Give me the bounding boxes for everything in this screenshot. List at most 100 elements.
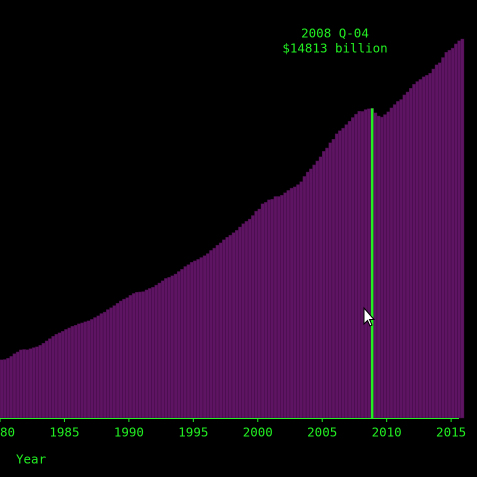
bar [283, 192, 287, 419]
bar [61, 331, 65, 419]
bar [228, 234, 233, 419]
bar [51, 336, 55, 419]
bar [35, 346, 39, 419]
bar [122, 298, 126, 419]
bar [57, 332, 62, 419]
bar [347, 121, 352, 419]
bar [44, 340, 49, 419]
bars [0, 38, 465, 419]
bar [399, 99, 403, 419]
bar [180, 268, 184, 419]
bar [431, 68, 436, 419]
bar [418, 79, 423, 419]
bar [209, 250, 213, 419]
bar [80, 322, 84, 419]
bar [334, 133, 339, 419]
bar [3, 359, 7, 419]
bar [164, 278, 168, 419]
bar [289, 187, 294, 419]
bar [157, 282, 162, 419]
bar [438, 62, 442, 419]
bar [396, 101, 400, 419]
bar [144, 289, 149, 419]
bar [309, 168, 313, 419]
bar [235, 230, 239, 419]
bar [22, 349, 26, 419]
bar [41, 342, 46, 419]
bar [93, 317, 97, 419]
bar [67, 327, 72, 419]
bar [434, 64, 439, 419]
bar [293, 186, 297, 419]
bar [193, 260, 197, 419]
bar [25, 349, 30, 419]
bar [206, 253, 210, 419]
x-tick-label: 1990 [114, 425, 144, 440]
bar [125, 297, 130, 419]
bar [373, 112, 378, 419]
bar [218, 242, 223, 419]
bar [189, 262, 194, 419]
bar [241, 223, 246, 419]
bar [415, 81, 420, 419]
bar [405, 91, 410, 419]
bar [119, 300, 123, 419]
x-tick-label: 80 [0, 425, 15, 440]
bar [70, 326, 75, 419]
bar [54, 333, 59, 419]
bar [338, 130, 342, 419]
bar [212, 247, 217, 419]
bar [170, 275, 175, 419]
bar [367, 108, 371, 419]
bar [286, 190, 291, 419]
bar [128, 295, 133, 419]
bar [64, 329, 68, 419]
bar [186, 264, 191, 419]
bar [83, 321, 88, 419]
bar [151, 286, 155, 419]
x-tick-label: 2005 [307, 425, 337, 440]
bar [447, 49, 452, 419]
bar [109, 307, 113, 419]
bar [19, 349, 23, 419]
bar [409, 87, 413, 419]
bar [264, 202, 268, 419]
bar [383, 114, 387, 419]
bar [341, 127, 345, 419]
bar [425, 75, 429, 419]
bar [6, 358, 10, 419]
bar [115, 303, 120, 419]
bar [90, 319, 94, 419]
bar [322, 151, 326, 419]
bar [202, 255, 207, 419]
bar [457, 40, 461, 419]
bar [73, 325, 78, 419]
bar [231, 232, 236, 419]
bar [312, 164, 316, 419]
bar [421, 76, 426, 419]
bar [77, 323, 81, 419]
bar [428, 72, 432, 419]
bar [257, 208, 262, 419]
bar [302, 176, 307, 419]
bar [450, 47, 455, 419]
bar [0, 359, 4, 419]
bar [270, 198, 275, 419]
bar [154, 284, 159, 419]
bar [135, 291, 139, 419]
bar [296, 184, 300, 419]
tooltip-label: 2008 Q-04 [301, 26, 369, 41]
bar [148, 288, 152, 419]
bar [199, 257, 204, 419]
x-tick-label: 2015 [436, 425, 466, 440]
bar [360, 111, 365, 419]
bar [141, 291, 146, 419]
bar [380, 116, 384, 419]
bar [260, 203, 265, 419]
bar [48, 338, 52, 419]
x-tick-label: 2010 [372, 425, 402, 440]
tooltip-value: $14813 billion [282, 41, 387, 56]
bar [318, 156, 323, 419]
bar [331, 138, 336, 419]
